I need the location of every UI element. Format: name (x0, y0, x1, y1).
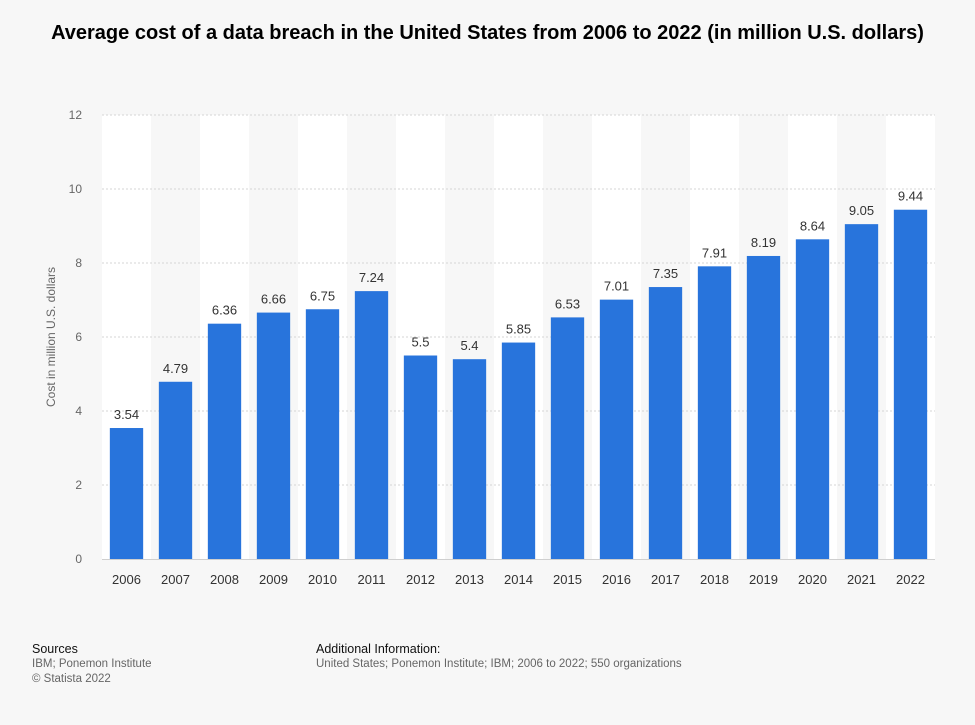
x-tick-label: 2008 (210, 572, 239, 587)
bar (893, 209, 928, 559)
x-tick-label: 2018 (700, 572, 729, 587)
data-label: 7.01 (604, 279, 629, 294)
bar (452, 359, 487, 559)
data-label: 9.44 (898, 189, 923, 204)
additional-info-block: Additional Information: United States; P… (316, 642, 682, 672)
y-tick-label: 0 (75, 552, 82, 566)
y-tick-label: 6 (75, 330, 82, 344)
data-label: 5.5 (411, 335, 429, 350)
x-tick-label: 2019 (749, 572, 778, 587)
bar (256, 312, 291, 559)
data-label: 9.05 (849, 203, 874, 218)
bar (746, 255, 781, 559)
x-tick-label: 2022 (896, 572, 925, 587)
data-label: 5.4 (460, 338, 478, 353)
bar (599, 299, 634, 559)
chart-title: Average cost of a data breach in the Uni… (51, 22, 924, 44)
x-tick-label: 2011 (358, 572, 386, 587)
x-tick-label: 2021 (847, 572, 876, 587)
x-tick-label: 2020 (798, 572, 827, 587)
bar (795, 239, 830, 559)
data-label: 6.75 (310, 288, 335, 303)
data-label: 5.85 (506, 322, 531, 337)
x-axis-ticks: 2006 2007 2008 2009 2010 2011 2012 2013 2014 2015… (112, 572, 925, 587)
x-tick-label: 2012 (406, 572, 435, 587)
bar (501, 342, 536, 559)
x-tick-label: 2013 (455, 572, 484, 587)
x-tick-label: 2015 (553, 572, 582, 587)
data-label: 6.66 (261, 292, 286, 307)
bar (550, 317, 585, 559)
bar (305, 309, 340, 559)
x-tick-label: 2010 (308, 572, 337, 587)
data-label: 7.35 (653, 266, 678, 281)
data-label: 6.36 (212, 303, 237, 318)
data-label: 4.79 (163, 361, 188, 376)
sources-line-2: © Statista 2022 (32, 673, 111, 685)
y-axis-ticks: 0 2 4 6 8 10 12 (69, 108, 83, 566)
additional-info-heading: Additional Information: (316, 642, 441, 656)
y-tick-label: 2 (75, 478, 82, 492)
bar (403, 355, 438, 559)
bars (109, 209, 928, 559)
y-tick-label: 4 (75, 404, 82, 418)
bar (354, 291, 389, 559)
data-label: 7.91 (702, 245, 727, 260)
x-tick-label: 2007 (161, 572, 190, 587)
y-tick-label: 8 (75, 256, 82, 270)
sources-heading: Sources (32, 642, 78, 656)
additional-info-text: United States; Ponemon Institute; IBM; 2… (316, 658, 682, 670)
data-label: 8.64 (800, 218, 825, 233)
data-label: 8.19 (751, 235, 776, 250)
bar (648, 287, 683, 559)
sources-block: Sources IBM; Ponemon Institute © Statist… (32, 642, 152, 687)
data-label: 3.54 (114, 407, 139, 422)
value-labels: 3.54 4.79 6.36 6.66 6.75 7.24 5.5 5.4 5.85 6.53 7.… (114, 189, 923, 422)
data-label: 7.24 (359, 270, 384, 285)
bar (697, 266, 732, 559)
bar (109, 428, 144, 559)
x-tick-label: 2016 (602, 572, 631, 587)
bar (207, 323, 242, 559)
x-tick-label: 2017 (651, 572, 680, 587)
y-tick-label: 10 (69, 182, 83, 196)
data-label: 6.53 (555, 296, 580, 311)
bar (158, 381, 193, 559)
bar (844, 224, 879, 559)
x-tick-label: 2014 (504, 572, 533, 587)
sources-line-1: IBM; Ponemon Institute (32, 658, 152, 670)
y-tick-label: 12 (69, 108, 83, 122)
x-tick-label: 2009 (259, 572, 288, 587)
y-axis-label: Cost in million U.S. dollars (44, 267, 58, 407)
x-tick-label: 2006 (112, 572, 141, 587)
